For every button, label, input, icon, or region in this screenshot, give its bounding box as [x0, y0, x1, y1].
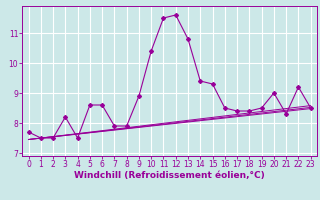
X-axis label: Windchill (Refroidissement éolien,°C): Windchill (Refroidissement éolien,°C) — [74, 171, 265, 180]
